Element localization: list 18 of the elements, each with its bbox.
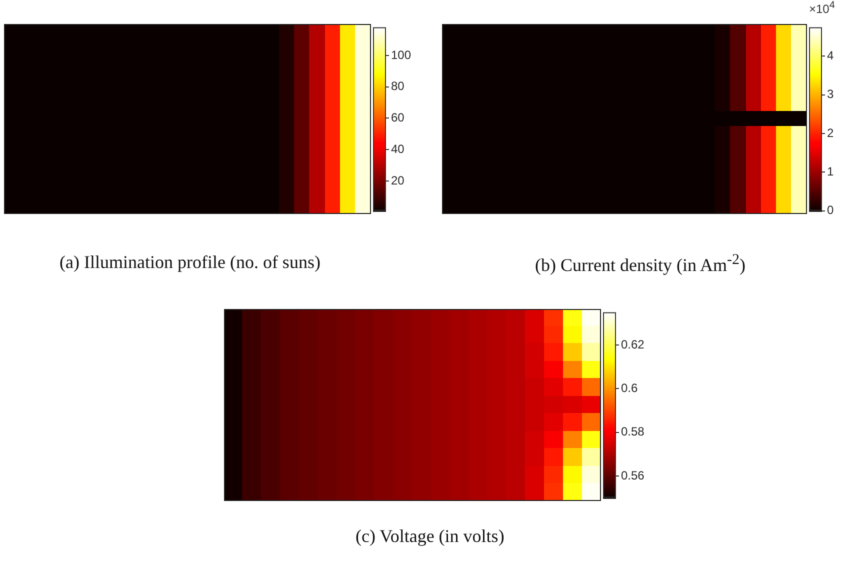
text: (b) Current density (in Am$^{-2}$) (535, 252, 746, 276)
color-bar-label: 3 (827, 87, 834, 102)
color-bar-label: 0.56 (621, 468, 645, 482)
color-bar-label: 60 (391, 110, 405, 125)
color-bar-label: 2 (827, 126, 834, 140)
color-bar-label: 4 (827, 48, 834, 62)
color-bar-label: 40 (391, 142, 405, 156)
color-bar-label: 100 (391, 48, 412, 62)
color-bar-label: 0.58 (621, 424, 645, 439)
text: ×10$^{4}$ (809, 0, 835, 16)
color-bar-label: 0.6 (621, 380, 638, 395)
color-bar-label: 1 (827, 164, 834, 178)
color-bar-label: 20 (391, 173, 405, 188)
color-bar-label: 80 (391, 79, 405, 94)
text: (c) Voltage (in volts) (356, 526, 504, 547)
color-bar-label: 0.62 (621, 337, 645, 352)
text: (a) Illumination profile (no. of suns) (60, 252, 320, 273)
color-bar-label: 0 (827, 203, 834, 218)
